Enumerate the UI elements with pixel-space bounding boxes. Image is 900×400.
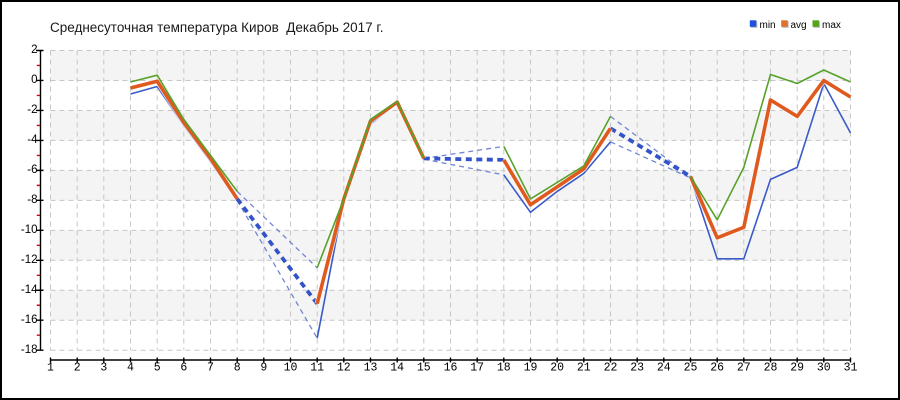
svg-text:14: 14 <box>390 362 404 375</box>
svg-text:-14: -14 <box>21 284 38 296</box>
svg-text:min: min <box>760 20 776 31</box>
svg-text:11: 11 <box>310 362 324 375</box>
svg-text:2: 2 <box>74 362 81 375</box>
svg-text:9: 9 <box>260 362 267 375</box>
svg-text:-18: -18 <box>21 344 38 356</box>
svg-text:avg: avg <box>791 20 807 31</box>
svg-text:22: 22 <box>604 362 618 375</box>
svg-text:-6: -6 <box>27 164 37 176</box>
svg-text:-12: -12 <box>21 254 38 266</box>
svg-text:30: 30 <box>817 362 831 375</box>
svg-text:31: 31 <box>844 362 858 375</box>
svg-text:6: 6 <box>180 362 187 375</box>
svg-text:20: 20 <box>550 362 564 375</box>
svg-text:-4: -4 <box>27 134 38 146</box>
svg-text:29: 29 <box>790 362 804 375</box>
svg-text:8: 8 <box>234 362 241 375</box>
svg-text:12: 12 <box>337 362 351 375</box>
svg-text:-10: -10 <box>21 224 38 236</box>
svg-text:23: 23 <box>630 362 644 375</box>
svg-text:13: 13 <box>364 362 378 375</box>
svg-text:max: max <box>822 20 841 31</box>
svg-text:21: 21 <box>577 362 591 375</box>
svg-text:-16: -16 <box>21 314 38 326</box>
svg-text:1: 1 <box>47 362 54 375</box>
svg-text:24: 24 <box>657 362 671 375</box>
svg-text:26: 26 <box>710 362 724 375</box>
svg-text:17: 17 <box>470 362 484 375</box>
svg-text:3: 3 <box>100 362 107 375</box>
svg-text:10: 10 <box>284 362 298 375</box>
svg-text:18: 18 <box>497 362 511 375</box>
svg-text:15: 15 <box>417 362 431 375</box>
svg-text:2: 2 <box>31 44 37 56</box>
svg-text:5: 5 <box>154 362 161 375</box>
svg-text:16: 16 <box>444 362 458 375</box>
svg-text:0: 0 <box>31 74 37 86</box>
svg-text:-8: -8 <box>27 194 37 206</box>
svg-text:-2: -2 <box>27 104 37 116</box>
svg-text:4: 4 <box>127 362 134 375</box>
svg-text:27: 27 <box>737 362 751 375</box>
svg-text:Среднесуточная температура Кир: Среднесуточная температура Киров Декабрь… <box>50 20 383 35</box>
svg-text:28: 28 <box>764 362 778 375</box>
svg-text:7: 7 <box>207 362 214 375</box>
svg-text:19: 19 <box>524 362 538 375</box>
svg-text:25: 25 <box>684 362 698 375</box>
